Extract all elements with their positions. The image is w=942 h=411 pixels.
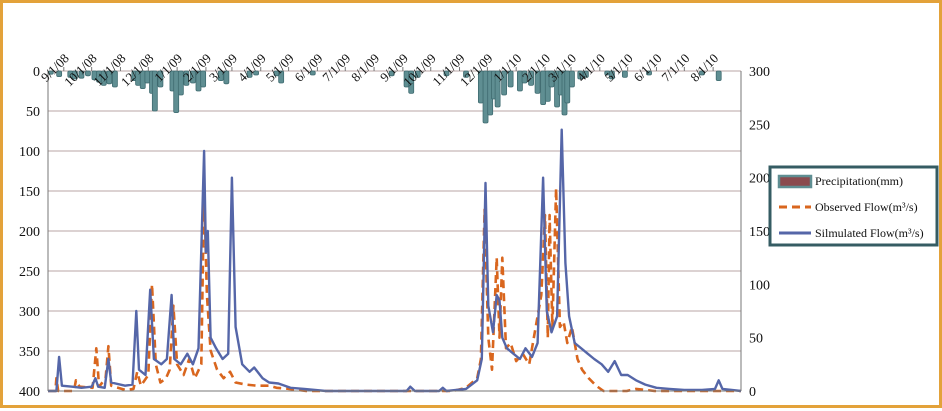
precipitation-bar	[582, 70, 589, 78]
precipitation-bar	[157, 70, 164, 88]
left-tick-label: 300	[19, 305, 40, 320]
precipitation-bar	[72, 70, 78, 80]
precipitation-bar	[528, 70, 534, 86]
precipitation-bar	[183, 70, 190, 86]
precipitation-bar	[621, 70, 628, 78]
left-tick-label: 400	[19, 385, 40, 400]
left-tick-label: 150	[19, 185, 40, 200]
precipitation-bar	[56, 70, 63, 77]
precipitation-bar	[253, 70, 259, 76]
observed-flow-line	[48, 187, 741, 393]
precipitation-bar	[111, 70, 118, 88]
x-tick-label: 7/1/09	[319, 51, 353, 85]
precipitation-bar	[534, 70, 541, 94]
left-tick-label: 100	[19, 145, 40, 160]
precipitation-bar	[246, 70, 253, 78]
x-tick-label: 4/1/09	[235, 51, 269, 85]
left-tick-label: 0	[33, 65, 40, 80]
flow-lines	[48, 128, 742, 393]
right-tick-label: 150	[749, 225, 770, 240]
precipitation-bar	[177, 70, 184, 96]
precipitation-bar	[78, 70, 85, 79]
left-tick-label: 350	[19, 345, 40, 360]
legend-label: Observed Flow(m³/s)	[815, 200, 918, 214]
legend-swatch-precipitation	[777, 174, 813, 189]
legend-label: Silmulated Flow(m³/s)	[815, 226, 924, 240]
right-tick-label: 200	[749, 172, 770, 187]
precipitation-bar	[507, 70, 514, 88]
x-tick-label: 5/1/10	[602, 51, 636, 85]
right-tick-label: 50	[749, 332, 763, 347]
hydrograph-chart: 0 50 100 150 200 250 300 350 400 0 50 100 150 200 250 3…	[19, 51, 939, 400]
legend-label: Precipitation(mm)	[815, 174, 903, 188]
precipitation-bar	[190, 70, 196, 84]
right-tick-label: 0	[749, 385, 756, 400]
x-tick-label: 6/1/10	[630, 51, 664, 85]
left-tick-label: 200	[19, 225, 40, 240]
precipitation-bar	[501, 70, 508, 96]
simulated-flow-line	[48, 128, 742, 393]
precipitation-bar	[223, 70, 230, 85]
precipitation-bar	[521, 70, 528, 84]
right-tick-label: 300	[749, 65, 770, 80]
precipitation-bar	[309, 70, 316, 76]
x-tick-label: 8/1/09	[348, 51, 382, 85]
precipitation-bar	[577, 70, 584, 80]
precipitation-bar	[85, 70, 91, 77]
right-tick-label: 250	[749, 118, 770, 133]
precipitation-bar	[200, 70, 207, 88]
precipitation-bar	[388, 70, 395, 77]
precipitation-bar	[715, 70, 722, 81]
right-tick-label: 100	[749, 278, 770, 293]
precipitation-bar	[569, 70, 575, 88]
x-tick-label: 6/1/09	[291, 51, 325, 85]
precipitation-bar	[278, 70, 285, 84]
x-tick-label: 7/1/10	[658, 51, 692, 85]
precipitation-bar	[646, 70, 652, 76]
precipitation-bar	[414, 70, 421, 78]
precipitation-bar	[608, 70, 615, 80]
precipitation-bar	[151, 70, 158, 112]
precipitation-bar	[699, 70, 705, 76]
precipitation-bar	[443, 70, 450, 77]
precipitation-bar	[463, 70, 469, 78]
precipitation-bar	[217, 70, 224, 81]
precipitation-bar	[408, 70, 415, 94]
precipitation-bars	[47, 70, 722, 124]
axes: 0 50 100 150 200 250 300 350 400 0 50 100 150 200 250 3…	[19, 65, 770, 400]
precipitation-bar	[106, 70, 113, 85]
legend: Precipitation(mm) Observed Flow(m³/s) Silm…	[768, 165, 939, 247]
precipitation-bar	[494, 70, 501, 108]
left-tick-label: 250	[19, 265, 40, 280]
x-tick-label: 4/1/10	[574, 51, 608, 85]
precipitation-bar	[100, 70, 107, 86]
precipitation-bar	[548, 70, 555, 88]
left-tick-label: 50	[26, 105, 40, 120]
